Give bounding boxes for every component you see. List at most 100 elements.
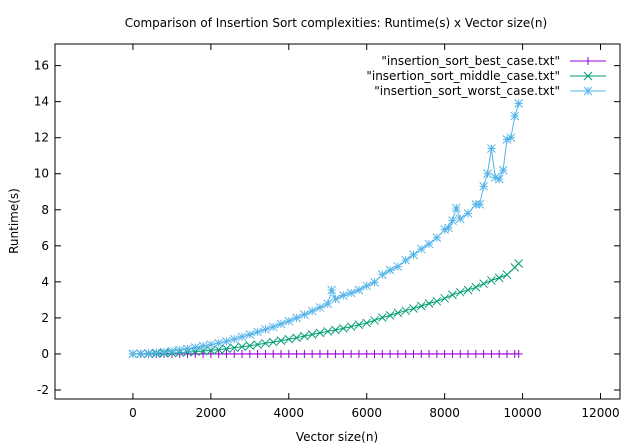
legend-marker [584, 57, 592, 65]
data-point [245, 341, 255, 351]
x-tick-label: 6000 [351, 406, 382, 420]
data-point [362, 281, 372, 291]
data-point [315, 328, 325, 338]
y-tick-label: 10 [34, 167, 49, 181]
data-point [245, 330, 255, 339]
data-point [237, 332, 247, 342]
x-tick-label: 2000 [196, 406, 227, 420]
data-point [354, 349, 363, 358]
data-point [300, 349, 309, 358]
data-point [230, 349, 239, 358]
data-point [514, 349, 523, 358]
data-point [479, 182, 488, 191]
data-point [338, 291, 348, 300]
data-point [222, 349, 231, 358]
data-point [292, 313, 301, 323]
data-point [440, 349, 449, 358]
data-point [401, 306, 411, 316]
data-point [206, 340, 216, 349]
data-point [514, 259, 524, 268]
legend-marker [583, 86, 593, 96]
data-point [354, 320, 364, 330]
data-point [455, 214, 465, 224]
data-point [214, 338, 224, 348]
data-point [175, 345, 185, 355]
data-point [237, 342, 247, 352]
data-point [300, 331, 309, 341]
data-point [487, 144, 496, 153]
series-2 [128, 259, 524, 359]
data-point [463, 285, 473, 295]
data-point [417, 349, 426, 358]
data-point [128, 349, 138, 359]
data-point [206, 349, 215, 358]
data-point [268, 337, 278, 347]
x-tick-label: 0 [129, 406, 137, 420]
data-point [307, 330, 317, 339]
y-tick-label: 0 [41, 347, 49, 361]
data-point [277, 349, 285, 358]
data-point [503, 349, 511, 358]
data-point [276, 319, 286, 329]
x-tick-label: 4000 [274, 406, 305, 420]
data-point [222, 336, 231, 346]
data-point [378, 349, 387, 358]
data-point [377, 313, 387, 322]
data-point [315, 349, 324, 358]
series-line [132, 103, 520, 355]
data-point [416, 301, 426, 311]
data-point [401, 349, 410, 358]
data-point [331, 349, 340, 358]
data-point [451, 203, 461, 213]
data-point [190, 347, 200, 356]
data-point [346, 288, 356, 298]
data-point [401, 255, 411, 265]
series-line [132, 263, 520, 355]
data-point [346, 322, 356, 331]
data-point [385, 265, 395, 275]
data-point [432, 296, 442, 306]
data-point [464, 349, 473, 358]
data-point [144, 348, 153, 358]
data-point [327, 285, 337, 295]
data-point [506, 133, 516, 143]
y-tick-label: 2 [41, 311, 49, 325]
data-point [331, 325, 340, 335]
data-point [300, 310, 309, 320]
x-axis-label: Vector size(n) [296, 430, 378, 444]
data-point [229, 334, 239, 344]
data-point [393, 349, 402, 358]
data-point [268, 322, 278, 332]
data-point [284, 316, 294, 326]
data-point [292, 349, 301, 358]
data-point [448, 349, 457, 358]
data-point [238, 349, 247, 358]
data-point [347, 349, 356, 358]
data-point [471, 282, 481, 292]
data-point [393, 308, 403, 318]
data-point [494, 174, 504, 184]
data-point [377, 270, 387, 280]
data-point [214, 345, 224, 354]
data-point [253, 327, 262, 337]
data-point [167, 346, 177, 356]
data-point [214, 349, 223, 358]
data-point [261, 325, 270, 334]
x-tick-label: 10000 [503, 406, 541, 420]
data-point [494, 273, 504, 283]
legend: "insertion_sort_best_case.txt""insertion… [366, 54, 606, 98]
data-point [448, 290, 457, 300]
data-point [229, 343, 239, 353]
data-point [338, 324, 348, 333]
data-point [136, 349, 146, 358]
legend-marker [583, 71, 593, 81]
data-point [471, 349, 480, 358]
data-point [424, 299, 434, 308]
data-point [424, 239, 434, 249]
legend-label: "insertion_sort_middle_case.txt" [366, 69, 560, 83]
data-point [159, 347, 169, 357]
data-point [409, 250, 418, 260]
data-point [498, 165, 508, 175]
y-tick-label: 4 [41, 275, 49, 289]
data-point [276, 336, 286, 345]
